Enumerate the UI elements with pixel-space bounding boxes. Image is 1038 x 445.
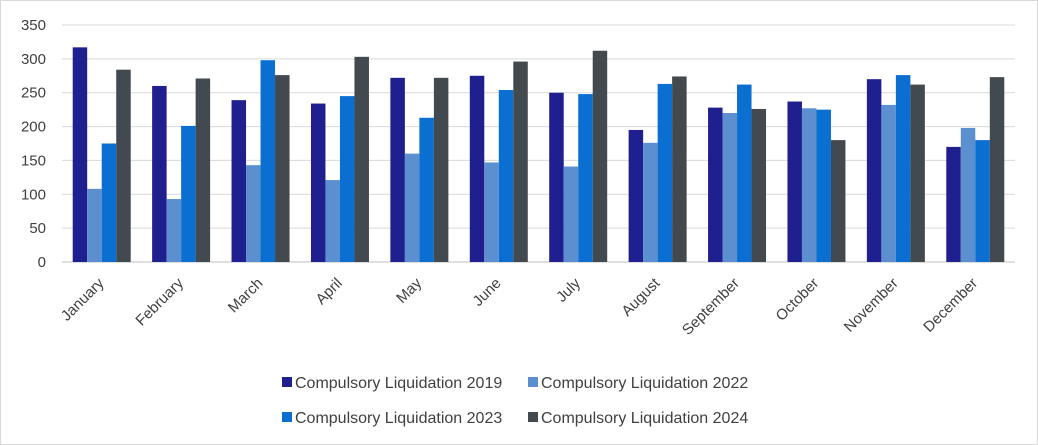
bar bbox=[87, 188, 102, 262]
x-tick-label: August bbox=[618, 274, 664, 320]
bar bbox=[910, 84, 925, 263]
x-tick-label: October bbox=[773, 275, 823, 325]
bar bbox=[708, 107, 723, 263]
x-tick-label: February bbox=[132, 274, 187, 329]
y-tick-label: 100 bbox=[21, 186, 46, 203]
bar bbox=[801, 108, 817, 262]
bar bbox=[275, 75, 290, 262]
bar bbox=[325, 180, 340, 262]
y-tick-label: 50 bbox=[29, 220, 46, 237]
bar bbox=[152, 85, 167, 262]
legend-label: Compulsory Liquidation 2019 bbox=[295, 375, 502, 392]
bar bbox=[830, 140, 846, 262]
legend-swatch bbox=[528, 412, 538, 422]
bar bbox=[895, 75, 911, 262]
bar bbox=[592, 50, 608, 262]
bar bbox=[975, 140, 990, 262]
bar bbox=[737, 84, 752, 263]
y-tick-label: 150 bbox=[21, 152, 46, 169]
x-tick-label: December bbox=[920, 275, 981, 336]
y-tick-label: 300 bbox=[21, 51, 46, 68]
bar bbox=[672, 76, 687, 262]
bar bbox=[354, 56, 369, 262]
bar bbox=[787, 101, 802, 262]
bar bbox=[816, 109, 831, 263]
bar bbox=[946, 146, 961, 262]
bar bbox=[246, 165, 261, 262]
bar bbox=[310, 103, 326, 262]
bar bbox=[419, 117, 434, 262]
bar bbox=[231, 100, 247, 262]
x-tick-label: June bbox=[470, 275, 505, 310]
x-tick-label: May bbox=[393, 274, 425, 306]
bar bbox=[722, 113, 738, 263]
legend-swatch bbox=[282, 412, 292, 422]
bar bbox=[260, 60, 276, 263]
y-tick-label: 0 bbox=[38, 254, 46, 271]
bar bbox=[866, 79, 882, 263]
legend-label: Compulsory Liquidation 2023 bbox=[295, 410, 502, 427]
bar bbox=[549, 92, 564, 262]
x-tick-label: September bbox=[679, 275, 743, 339]
x-tick-label: April bbox=[313, 275, 346, 308]
bar bbox=[390, 77, 405, 263]
legend-swatch bbox=[528, 377, 538, 387]
bar bbox=[563, 166, 579, 262]
bar bbox=[195, 78, 211, 262]
bar bbox=[628, 129, 644, 262]
x-tick-label: January bbox=[58, 274, 108, 324]
y-tick-label: 200 bbox=[21, 119, 46, 136]
bar bbox=[101, 143, 117, 262]
y-tick-label: 350 bbox=[21, 17, 46, 34]
x-tick-label: July bbox=[553, 274, 584, 305]
bar bbox=[72, 47, 88, 262]
legend-swatch bbox=[282, 377, 292, 387]
bar bbox=[404, 153, 420, 262]
bar bbox=[166, 199, 182, 262]
bar bbox=[484, 162, 499, 262]
bar bbox=[116, 69, 131, 262]
bar bbox=[751, 108, 767, 262]
bar bbox=[513, 61, 528, 262]
bar bbox=[433, 77, 449, 263]
x-tick-label: March bbox=[225, 275, 266, 316]
bar bbox=[643, 142, 658, 262]
bar bbox=[881, 104, 896, 262]
x-tick-label: November bbox=[841, 275, 902, 336]
bar bbox=[989, 77, 1005, 262]
bar bbox=[339, 96, 355, 262]
bar bbox=[578, 94, 593, 262]
legend-label: Compulsory Liquidation 2022 bbox=[541, 375, 748, 392]
bar bbox=[181, 125, 196, 262]
bar bbox=[960, 127, 976, 262]
legend-label: Compulsory Liquidation 2024 bbox=[541, 410, 748, 427]
bar bbox=[498, 90, 514, 263]
bar bbox=[469, 75, 485, 263]
y-tick-label: 250 bbox=[21, 85, 46, 102]
bar bbox=[657, 83, 673, 262]
